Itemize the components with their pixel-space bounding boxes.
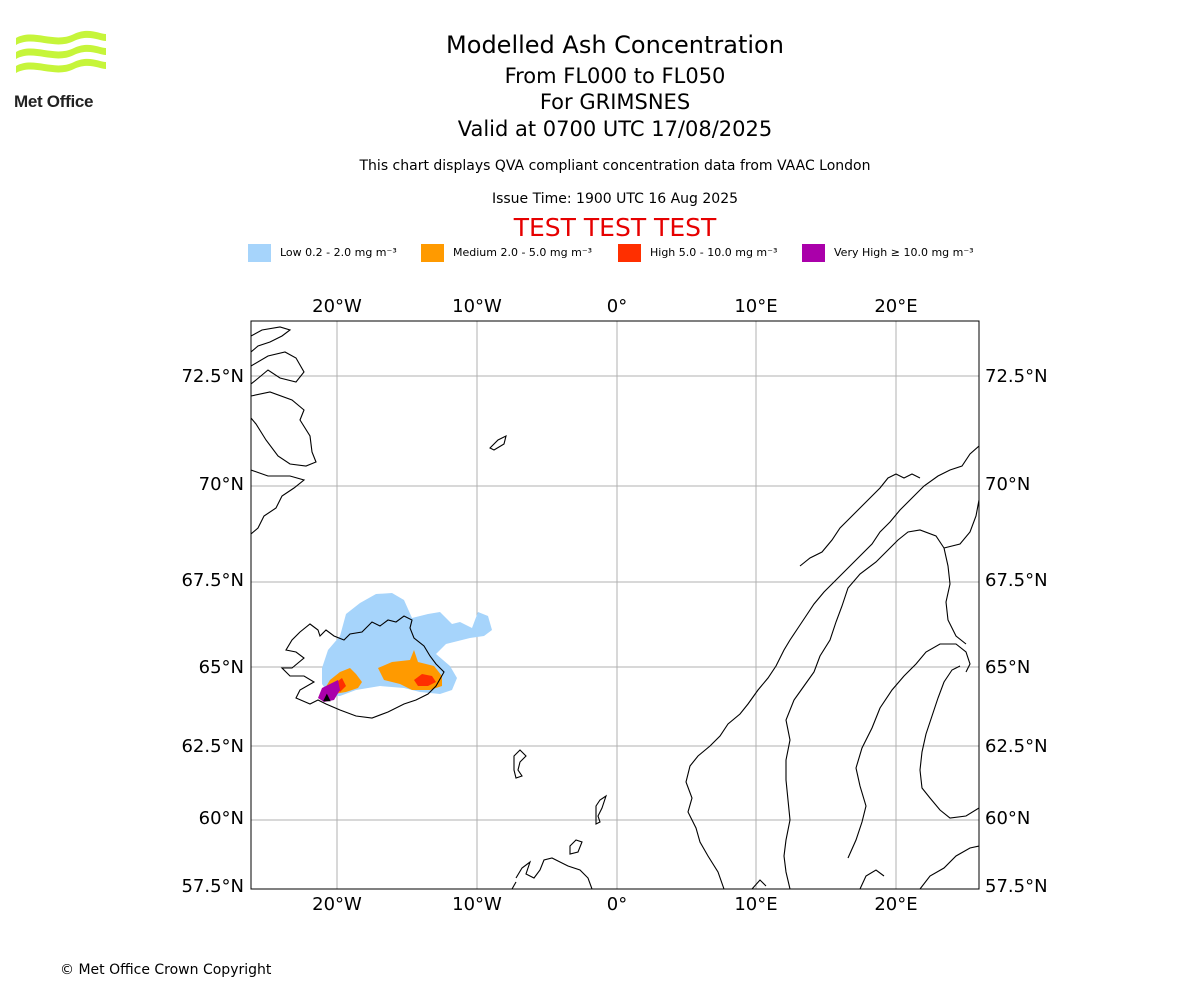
lon-tick-bottom: 10°W <box>452 894 502 915</box>
legend-label: Low 0.2 - 2.0 mg m⁻³ <box>280 246 397 259</box>
lat-tick-left: 62.5°N <box>181 736 244 757</box>
lat-tick-right: 72.5°N <box>985 366 1048 387</box>
ash-high-region <box>414 674 436 686</box>
lon-tick-top: 0° <box>607 296 627 317</box>
ash-high-region <box>334 678 346 692</box>
legend-swatch-medium <box>421 244 444 262</box>
lat-tick-left: 70°N <box>199 474 244 495</box>
lat-tick-left: 65°N <box>199 657 244 678</box>
test-banner: TEST TEST TEST <box>513 213 717 242</box>
met-office-wave-icon <box>16 30 106 73</box>
lon-tick-top: 20°E <box>874 296 917 317</box>
legend-label: High 5.0 - 10.0 mg m⁻³ <box>650 246 778 259</box>
valid-time: Valid at 0700 UTC 17/08/2025 <box>457 117 773 141</box>
lat-tick-right: 60°N <box>985 808 1030 829</box>
legend-label: Medium 2.0 - 5.0 mg m⁻³ <box>453 246 593 259</box>
compliance-note: This chart displays QVA compliant concen… <box>359 158 871 174</box>
legend-swatch-high <box>618 244 641 262</box>
ash-low-region <box>322 593 492 696</box>
logo-text: Met Office <box>14 92 94 111</box>
lon-tick-bottom: 0° <box>607 894 627 915</box>
lat-tick-left: 60°N <box>199 808 244 829</box>
legend-label: Very High ≥ 10.0 mg m⁻³ <box>834 246 974 259</box>
chart-title: Modelled Ash Concentration <box>446 31 784 59</box>
lat-tick-right: 65°N <box>985 657 1030 678</box>
lat-tick-right: 57.5°N <box>985 876 1048 897</box>
lat-tick-right: 62.5°N <box>985 736 1048 757</box>
legend-swatch-very-high <box>802 244 825 262</box>
volcano-marker-icon: ▲ <box>323 692 331 703</box>
lon-tick-top: 20°W <box>312 296 362 317</box>
volcano-name: For GRIMSNES <box>539 90 691 114</box>
flight-level-range: From FL000 to FL050 <box>504 64 726 88</box>
lat-tick-left: 72.5°N <box>181 366 244 387</box>
met-office-logo: Met Office <box>14 30 109 112</box>
lat-tick-right: 70°N <box>985 474 1030 495</box>
lat-tick-left: 57.5°N <box>181 876 244 897</box>
lat-tick-right: 67.5°N <box>985 570 1048 591</box>
lon-tick-top: 10°E <box>734 296 777 317</box>
lat-tick-left: 67.5°N <box>181 570 244 591</box>
lon-tick-bottom: 10°E <box>734 894 777 915</box>
issue-time: Issue Time: 1900 UTC 16 Aug 2025 <box>491 191 739 207</box>
map-gridlines <box>251 321 979 889</box>
lon-tick-bottom: 20°W <box>312 894 362 915</box>
ash-very-high-region <box>318 680 340 702</box>
map-frame <box>250 320 980 890</box>
legend-swatch-low <box>248 244 271 262</box>
lon-tick-bottom: 20°E <box>874 894 917 915</box>
lon-tick-top: 10°W <box>452 296 502 317</box>
copyright-notice: © Met Office Crown Copyright <box>60 962 272 978</box>
coastlines <box>251 326 979 889</box>
